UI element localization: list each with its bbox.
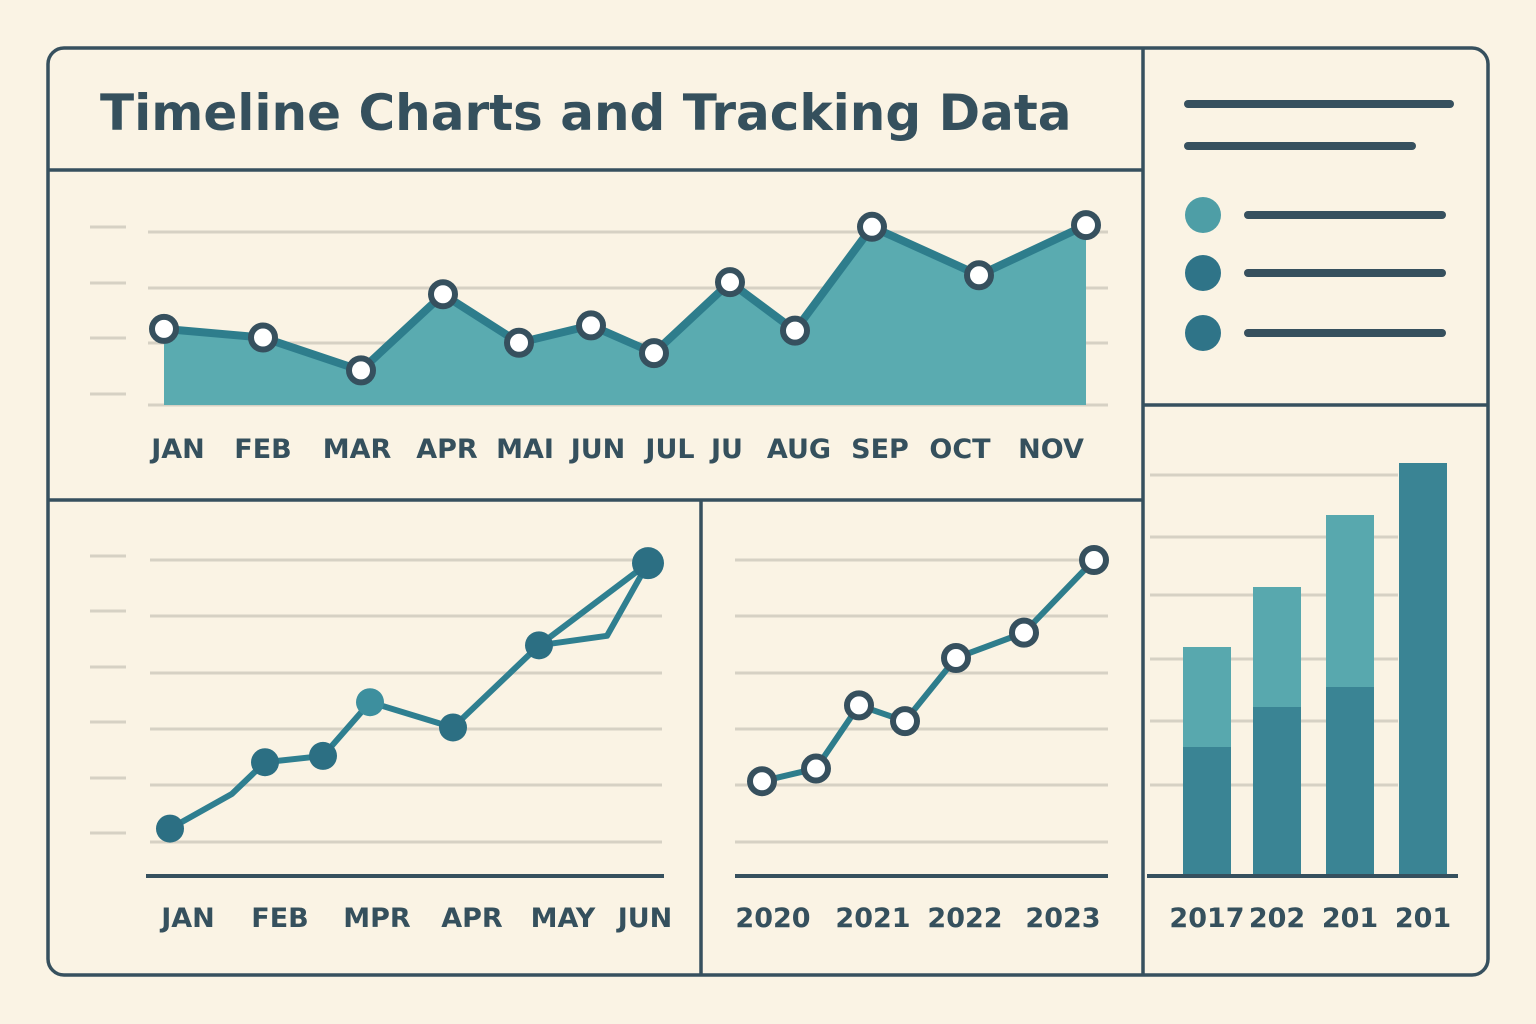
x-tick-label: MPR	[343, 903, 411, 934]
bar-segment-light	[1326, 515, 1374, 687]
frame	[46, 46, 1490, 977]
data-point	[890, 706, 920, 737]
data-point	[632, 547, 664, 580]
data-point	[801, 753, 831, 784]
data-point	[964, 260, 994, 291]
bar-segment-dark	[1253, 707, 1301, 875]
x-tick-label: FEB	[234, 434, 291, 465]
x-tick-label: 201	[1395, 903, 1451, 934]
x-tick-label: 2017	[1169, 903, 1244, 934]
stacked-bar-chart: 2017 202 201 201	[1147, 463, 1458, 934]
data-point	[715, 267, 745, 298]
data-point	[149, 313, 179, 344]
x-tick-label: APR	[441, 903, 503, 934]
x-tick-label: AUG	[767, 434, 831, 465]
data-point	[346, 355, 376, 386]
series-line	[163, 221, 1088, 375]
data-point	[1079, 545, 1109, 575]
x-tick-label: JAN	[159, 903, 215, 934]
x-tick-label: OCT	[929, 434, 991, 465]
x-tick-label: 201	[1322, 903, 1378, 934]
x-tick-label: MAI	[496, 434, 554, 465]
bar-segment-dark	[1399, 463, 1447, 875]
x-tick-label: APR	[416, 434, 478, 465]
x-tick-label: 2023	[1025, 903, 1100, 934]
x-tick-label: 202	[1249, 903, 1305, 934]
data-point	[156, 814, 184, 843]
x-tick-label: FEB	[251, 903, 308, 934]
x-tick-label: JUL	[643, 434, 694, 465]
legend-swatch	[1185, 255, 1221, 291]
bar-segment-dark	[1183, 747, 1231, 875]
data-point	[428, 279, 458, 310]
data-point	[780, 315, 810, 346]
x-tick-label: SEP	[851, 434, 909, 465]
legend-swatch	[1185, 315, 1221, 351]
legend-swatch	[1185, 197, 1221, 233]
data-point	[857, 211, 887, 242]
bar-segment-light	[1253, 587, 1301, 707]
legend-panel	[1184, 100, 1454, 351]
x-tick-label: 2020	[735, 903, 810, 934]
bottom-left-line-chart: JAN FEB MPR APR MAY JUN	[146, 547, 672, 934]
data-point	[439, 713, 467, 742]
data-point	[356, 688, 384, 717]
x-tick-label: JUN	[569, 434, 626, 465]
data-point	[525, 631, 553, 660]
x-tick-label: JAN	[149, 434, 205, 465]
x-tick-label: JU	[709, 434, 743, 465]
bar-segment-light	[1183, 647, 1231, 747]
data-point	[844, 690, 874, 721]
bottom-middle-line-chart: 2020 2021 2022 2023	[735, 545, 1109, 934]
data-point	[639, 338, 669, 369]
data-point	[1009, 617, 1039, 648]
bar-segment-dark	[1326, 687, 1374, 875]
data-point	[747, 766, 777, 797]
data-point	[309, 741, 337, 770]
data-point	[1071, 210, 1101, 241]
page-title: Timeline Charts and Tracking Data	[100, 84, 1071, 142]
x-tick-label: 2022	[927, 903, 1002, 934]
data-point	[248, 322, 278, 353]
data-point	[576, 310, 606, 341]
x-tick-label: NOV	[1018, 434, 1084, 465]
data-point	[251, 748, 279, 777]
data-point	[941, 642, 971, 673]
x-tick-label: MAR	[323, 434, 392, 465]
x-tick-label: MAY	[531, 903, 596, 934]
top-area-chart: JAN FEB MAR APR MAI JUN JUL JU AUG SEP OCT NOV	[149, 210, 1101, 465]
series-line-branch	[537, 560, 650, 648]
x-tick-label: JUN	[616, 903, 673, 934]
x-tick-label: 2021	[835, 903, 910, 934]
area-fill	[164, 225, 1086, 405]
data-point	[504, 327, 534, 358]
